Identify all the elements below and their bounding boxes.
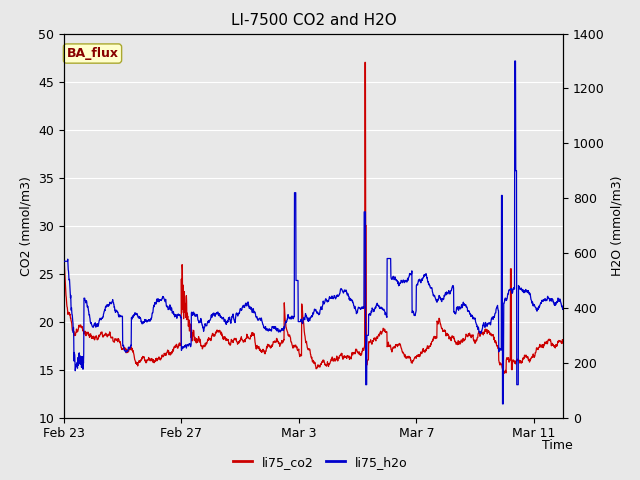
Text: BA_flux: BA_flux — [67, 47, 118, 60]
Y-axis label: H2O (mmol/m3): H2O (mmol/m3) — [611, 175, 623, 276]
Title: LI-7500 CO2 and H2O: LI-7500 CO2 and H2O — [231, 13, 396, 28]
Y-axis label: CO2 (mmol/m3): CO2 (mmol/m3) — [20, 176, 33, 276]
Legend: li75_co2, li75_h2o: li75_co2, li75_h2o — [228, 451, 412, 474]
X-axis label: Time: Time — [543, 439, 573, 452]
